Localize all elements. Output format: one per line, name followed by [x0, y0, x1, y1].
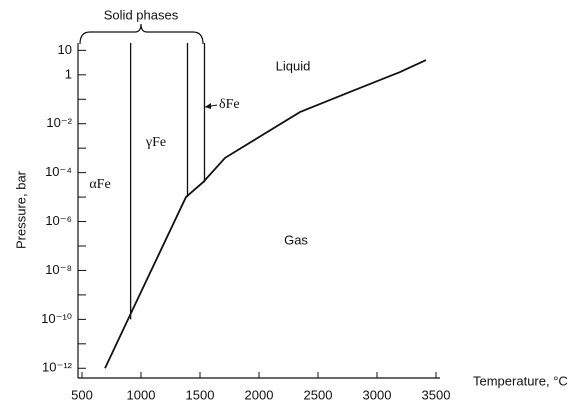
x-axis-label: Temperature, °C: [473, 373, 568, 388]
y-tick-label: 10⁻⁶: [45, 213, 72, 228]
y-tick-label: 10⁻⁴: [45, 164, 72, 179]
annotation: Solid phases: [104, 7, 179, 22]
x-tick-label: 1000: [127, 387, 156, 402]
brace: [79, 23, 204, 45]
x-tick-label: 3000: [363, 387, 392, 402]
x-tick-label: 1500: [186, 387, 215, 402]
x-tick-label: 500: [71, 387, 93, 402]
arrow-head: [205, 103, 211, 109]
annotation: Liquid: [276, 58, 311, 73]
x-tick-label: 2000: [245, 387, 274, 402]
annotation: γFe: [145, 135, 166, 150]
phase-boundary: [104, 59, 427, 369]
annotation: αFe: [89, 177, 110, 192]
annotation: δFe: [219, 97, 240, 112]
x-tick-label: 2500: [304, 387, 333, 402]
y-tick-label: 10⁻¹²: [42, 360, 73, 375]
y-tick-label: 10⁻⁸: [45, 262, 72, 277]
y-axis-label: Pressure, bar: [13, 170, 28, 249]
annotation: Gas: [284, 232, 308, 247]
y-tick-label: 10⁻¹⁰: [41, 311, 72, 326]
y-tick-label: 10⁻²: [46, 115, 72, 130]
x-tick-label: 3500: [422, 387, 451, 402]
y-tick-label: 1: [65, 66, 72, 81]
y-tick-label: 10: [58, 42, 72, 57]
